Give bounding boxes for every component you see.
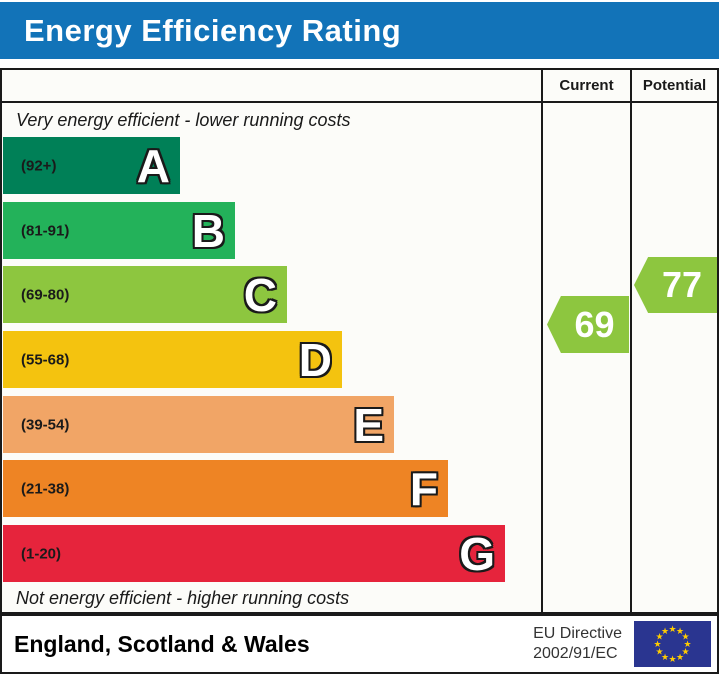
eu-directive-line1: EU Directive xyxy=(533,625,622,642)
page-title: Energy Efficiency Rating xyxy=(24,12,402,48)
potential-rating-value: 77 xyxy=(661,264,703,305)
rating-band-f: (21-38) F xyxy=(3,460,448,517)
rating-band-a: (92+) A xyxy=(3,137,180,194)
band-a-letter: A xyxy=(136,139,170,192)
footer: England, Scotland & Wales EU Directive 2… xyxy=(0,614,719,674)
band-f-range-label: (21-38) xyxy=(21,480,70,497)
band-f-letter: F xyxy=(409,462,438,515)
current-column-divider xyxy=(541,70,543,612)
header-underline xyxy=(2,101,717,103)
rating-band-g: (1-20) G xyxy=(3,525,505,582)
band-c-range-label: (69-80) xyxy=(21,286,70,303)
band-a-range-label: (92+) xyxy=(21,157,57,174)
band-b-letter: B xyxy=(191,204,225,257)
rating-band-c: (69-80) C xyxy=(3,266,287,323)
potential-column-divider xyxy=(630,70,632,612)
current-rating-value: 69 xyxy=(574,303,615,345)
band-e-range-label: (39-54) xyxy=(21,416,70,433)
rating-band-d: (55-68) D xyxy=(3,331,342,388)
current-rating-pointer: 69 xyxy=(547,296,629,353)
band-c-letter: C xyxy=(243,268,277,321)
band-g-letter: G xyxy=(459,527,495,580)
title-bar: Energy Efficiency Rating xyxy=(0,2,719,59)
band-d-range-label: (55-68) xyxy=(21,351,70,368)
band-d-letter: D xyxy=(298,333,332,386)
eu-flag-icon: ★ ★ ★ ★ ★ ★ ★ ★ ★ ★ ★ ★ xyxy=(634,621,711,667)
current-column-header: Current xyxy=(559,77,614,94)
band-e-letter: E xyxy=(353,398,384,451)
band-g-range-label: (1-20) xyxy=(21,545,62,562)
eu-directive-line2: 2002/91/EC xyxy=(533,645,618,662)
potential-column-header: Potential xyxy=(642,77,707,94)
eu-directive-label: EU Directive 2002/91/EC xyxy=(533,624,622,664)
rating-chart: Current Potential Very energy efficient … xyxy=(0,68,719,614)
band-b-range-label: (81-91) xyxy=(21,222,70,239)
region-label: England, Scotland & Wales xyxy=(14,630,310,657)
rating-band-b: (81-91) B xyxy=(3,202,235,259)
bottom-note: Not energy efficient - higher running co… xyxy=(16,588,350,608)
rating-band-e: (39-54) E xyxy=(3,396,394,453)
top-note: Very energy efficient - lower running co… xyxy=(16,110,351,130)
potential-rating-pointer: 77 xyxy=(634,257,717,313)
